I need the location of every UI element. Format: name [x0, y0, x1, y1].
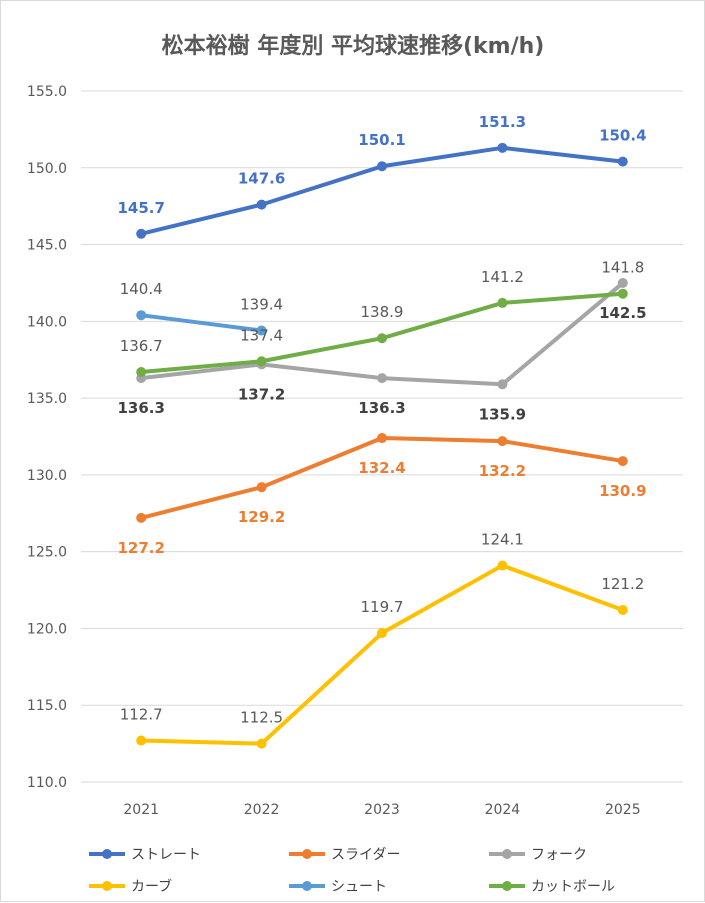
legend-item: フォーク [489, 847, 587, 863]
y-tick-label: 110.0 [27, 775, 67, 791]
data-label: 142.5 [599, 304, 646, 322]
data-label: 150.4 [599, 127, 646, 145]
data-point [136, 512, 147, 523]
data-point [617, 288, 628, 299]
data-point [617, 605, 628, 616]
legend-label: スライダー [331, 847, 400, 863]
y-axis-ticks: 110.0 115.0 120.0 125.0 130.0 135.0 140.0 145.0… [27, 84, 67, 791]
data-label: 139.4 [240, 296, 283, 314]
data-point [497, 379, 508, 390]
series-lines [136, 142, 628, 749]
legend-item: カットボール [489, 879, 615, 895]
legend-label: カットボール [531, 879, 615, 895]
series-line [139, 563, 625, 746]
y-tick-label: 140.0 [27, 314, 67, 330]
x-tick-label: 2025 [605, 802, 641, 818]
data-point [497, 436, 508, 447]
series-line [139, 313, 264, 333]
legend-swatch-marker [502, 849, 512, 859]
chart-title: 松本裕樹 年度別 平均球速推移(km/h) [162, 33, 545, 59]
data-label: 132.4 [358, 459, 405, 477]
data-point [256, 738, 267, 749]
data-point [497, 142, 508, 153]
x-tick-label: 2023 [364, 802, 400, 818]
data-point [256, 199, 267, 210]
data-label: 141.8 [601, 259, 644, 277]
x-tick-label: 2024 [485, 802, 521, 818]
data-label: 141.2 [481, 268, 524, 286]
data-point [136, 310, 147, 321]
data-point [136, 228, 147, 239]
data-label: 138.9 [361, 303, 404, 321]
x-tick-label: 2021 [123, 802, 159, 818]
legend-label: カーブ [131, 878, 172, 895]
x-tick-label: 2022 [244, 802, 280, 818]
data-label: 136.7 [120, 337, 163, 355]
data-label: 137.2 [238, 385, 285, 403]
data-point [136, 367, 147, 378]
data-label: 147.6 [238, 170, 285, 188]
data-point [617, 156, 628, 167]
data-point [497, 560, 508, 571]
data-label: 137.4 [240, 326, 283, 344]
data-label: 127.2 [117, 539, 164, 557]
data-label: 132.2 [479, 462, 526, 480]
y-tick-label: 155.0 [27, 84, 67, 100]
legend-label: ストレート [131, 847, 201, 863]
data-label: 129.2 [238, 508, 285, 526]
legend-label: フォーク [531, 847, 587, 863]
data-label: 119.7 [361, 598, 404, 616]
y-tick-label: 150.0 [27, 161, 67, 177]
data-label: 121.2 [601, 575, 644, 593]
y-tick-label: 120.0 [27, 621, 67, 637]
data-point [256, 325, 267, 336]
data-point [377, 628, 387, 639]
data-point [136, 735, 147, 746]
data-label: 145.7 [117, 199, 164, 217]
data-point [377, 161, 387, 172]
data-point [617, 277, 628, 288]
legend-item: シュート [289, 879, 387, 895]
series-line [139, 436, 625, 520]
data-point [497, 297, 508, 308]
data-label: 112.5 [240, 709, 283, 727]
legend-item: ストレート [89, 847, 201, 863]
legend-swatch-marker [102, 881, 112, 891]
legend-swatch-marker [302, 881, 312, 891]
legend-swatch-marker [302, 849, 312, 859]
data-label: 130.9 [599, 482, 646, 500]
data-label: 124.1 [481, 530, 524, 548]
data-label: 136.3 [358, 399, 405, 417]
legend-label: シュート [331, 879, 387, 895]
legend-item: スライダー [289, 847, 400, 863]
data-label: 135.9 [479, 405, 526, 423]
data-point [256, 356, 267, 367]
data-label: 136.3 [117, 399, 164, 417]
legend-swatch-marker [102, 849, 112, 859]
data-label: 140.4 [120, 280, 163, 298]
data-point [377, 333, 387, 344]
data-label: 151.3 [479, 113, 526, 131]
y-tick-label: 125.0 [27, 545, 67, 561]
series-line [139, 145, 625, 236]
legend-item: カーブ [89, 878, 172, 895]
data-label: 112.7 [120, 706, 163, 724]
data-labels: 145.7 147.6 150.1 151.3 150.4 127.2 129.2 132.4… [117, 113, 646, 727]
y-tick-label: 115.0 [27, 698, 67, 714]
data-label: 150.1 [358, 131, 405, 149]
y-tick-label: 145.0 [27, 238, 67, 254]
data-point [377, 373, 387, 384]
data-point [617, 456, 628, 467]
y-tick-label: 135.0 [27, 391, 67, 407]
legend-swatch-marker [502, 881, 512, 891]
x-axis-ticks: 2021 2022 2023 2024 2025 [123, 802, 640, 818]
data-point [377, 433, 387, 444]
y-tick-label: 130.0 [27, 468, 67, 484]
data-point [256, 482, 267, 493]
